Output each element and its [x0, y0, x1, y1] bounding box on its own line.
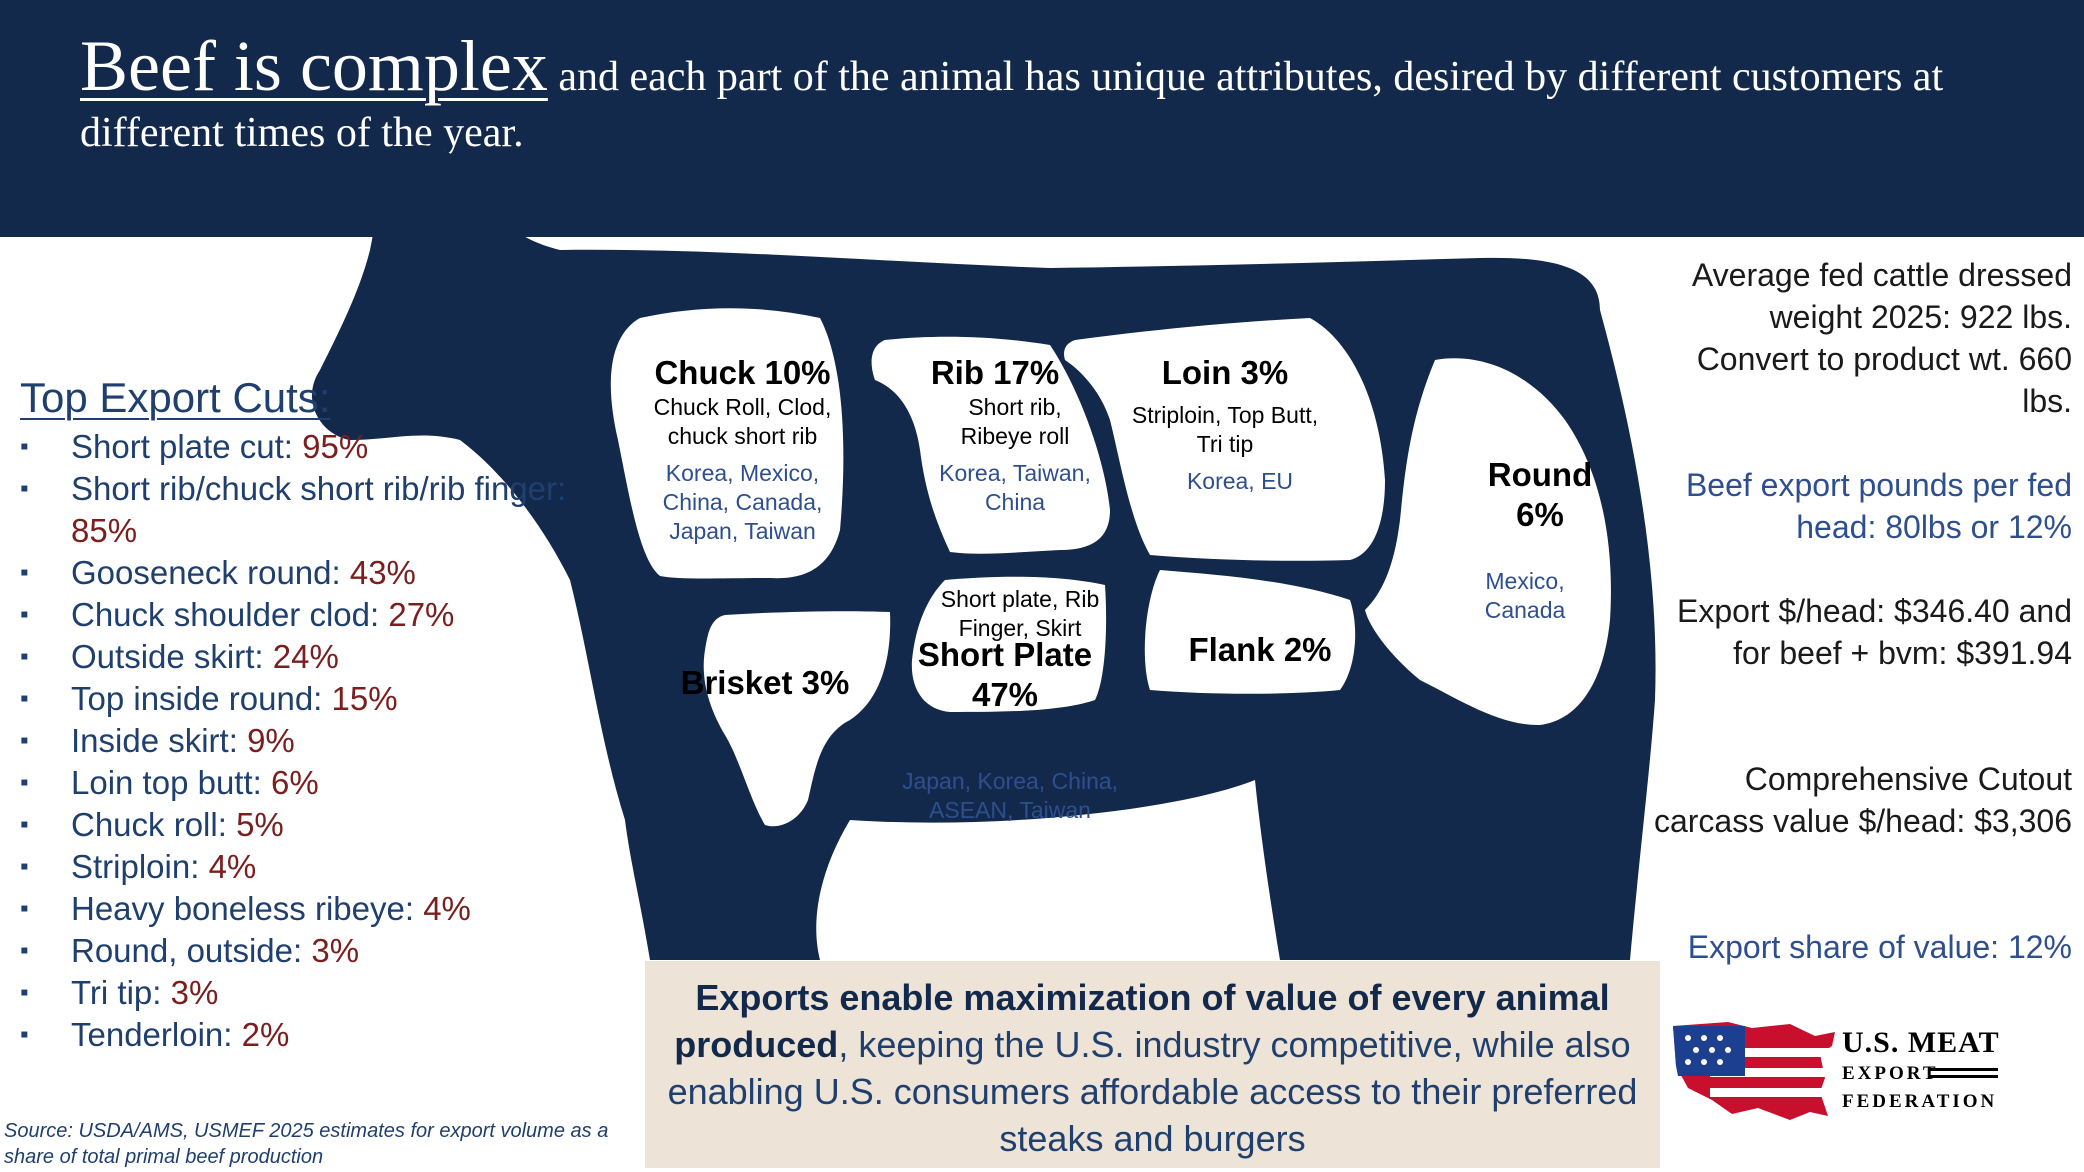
export-cut-item: Tenderloin: 2% — [20, 1014, 640, 1056]
callout-rest: , keeping the U.S. industry competitive,… — [667, 1024, 1638, 1159]
top-export-cuts-list: Short plate cut: 95%Short rib/chuck shor… — [20, 426, 640, 1056]
short-plate-name: Short Plate 47% — [917, 636, 1093, 713]
logo-line-3: FEDERATION — [1842, 1091, 1998, 1112]
export-cut-pct: 4% — [208, 848, 257, 885]
usmef-flag-map-icon — [1673, 1022, 1998, 1120]
chuck-name: Chuck 10% — [654, 354, 831, 391]
flank-label: Flank 2% — [1175, 630, 1345, 670]
export-cut-item: Tri tip: 3% — [20, 972, 640, 1014]
export-cut-item: Loin top butt: 6% — [20, 762, 640, 804]
export-cut-label: Short plate cut: — [71, 428, 303, 465]
export-cut-pct: 95% — [302, 428, 369, 465]
short-plate-markets: Japan, Korea, China, ASEAN, Taiwan — [901, 768, 1119, 823]
callout-box: Exports enable maximization of value of … — [645, 961, 1660, 1168]
export-cut-label: Top inside round: — [71, 680, 332, 717]
export-cut-item: Striploin: 4% — [20, 846, 640, 888]
chuck-label: Chuck 10% Chuck Roll, Clod, chuck short … — [640, 353, 845, 546]
brisket-region — [703, 611, 891, 827]
loin-name: Loin 3% — [1161, 354, 1289, 391]
chuck-markets: Korea, Mexico, China, Canada, Japan, Tai… — [662, 460, 823, 544]
rib-name: Rib 17% — [930, 354, 1060, 391]
loin-markets: Korea, EU — [1186, 468, 1294, 494]
round-markets: Mexico, Canada — [1484, 568, 1566, 623]
brisket-label: Brisket 3% — [675, 663, 855, 703]
export-value-stat: Export $/head: $346.40 and for beef + bv… — [1677, 593, 2072, 671]
short-plate-label: Short Plate 47% — [905, 635, 1105, 715]
header-band — [0, 0, 2084, 237]
chuck-cuts: Chuck Roll, Clod, chuck short rib — [653, 394, 832, 449]
round-label: Round 6% — [1480, 455, 1600, 535]
chuck-region — [610, 308, 844, 579]
flank-region — [1144, 570, 1356, 694]
export-cut-label: Round, outside: — [71, 932, 312, 969]
export-cut-pct: 5% — [236, 806, 284, 843]
export-cut-item: Top inside round: 15% — [20, 678, 640, 720]
export-cut-label: Chuck shoulder clod: — [71, 596, 389, 633]
export-cut-item: Heavy boneless ribeye: 4% — [20, 888, 640, 930]
loin-label: Loin 3% Striploin, Top Butt, Tri tip Kor… — [1125, 353, 1325, 496]
top-export-cuts: Top Export Cuts: Short plate cut: 95%Sho… — [20, 374, 640, 1056]
brisket-name: Brisket 3% — [680, 664, 850, 701]
round-region — [1365, 358, 1611, 726]
export-cut-item: Round, outside: 3% — [20, 930, 640, 972]
export-cut-pct: 9% — [247, 722, 295, 759]
export-cut-label: Chuck roll: — [71, 806, 237, 843]
rib-region — [871, 336, 1110, 554]
logo-line-2: EXPORT — [1842, 1063, 1939, 1084]
export-cut-label: Tenderloin: — [71, 1016, 242, 1053]
export-cut-item: Short plate cut: 95% — [20, 426, 640, 468]
rib-cuts: Short rib, Ribeye roll — [960, 394, 1070, 449]
callout-bold: Exports enable maximization of value of … — [674, 977, 1610, 1065]
export-cut-label: Striploin: — [71, 848, 209, 885]
usmef-logo-text: U.S. MEAT EXPORT FEDERATION — [1842, 1026, 2000, 1116]
export-share-stat: Export share of value: 12% — [1687, 929, 2072, 965]
title-rest: and each part of the animal has unique a… — [80, 54, 1944, 156]
export-cut-pct: 4% — [423, 890, 471, 927]
export-pounds-stat: Beef export pounds per fed head: 80lbs o… — [1685, 467, 2072, 545]
top-export-cuts-heading: Top Export Cuts: — [20, 374, 331, 421]
loin-cuts: Striploin, Top Butt, Tri tip — [1131, 402, 1319, 457]
source-note: Source: USDA/AMS, USMEF 2025 estimates f… — [4, 1120, 609, 1168]
export-cut-pct: 85% — [71, 512, 138, 549]
export-cut-item: Outside skirt: 24% — [20, 636, 640, 678]
cutout-value-stat: Comprehensive Cutout carcass value $/hea… — [1653, 761, 2072, 839]
export-cut-pct: 43% — [349, 554, 416, 591]
export-cut-pct: 2% — [241, 1016, 290, 1053]
export-cut-label: Gooseneck round: — [71, 554, 350, 591]
export-cut-item: Short rib/chuck short rib/rib finger: 85… — [20, 468, 640, 552]
short-plate-region — [911, 576, 1107, 712]
title-emphasis: Beef is complex — [80, 26, 548, 106]
loin-region — [1064, 318, 1385, 561]
export-cut-label: Inside skirt: — [71, 722, 248, 759]
page-title: Beef is complex and each part of the ani… — [80, 30, 1980, 161]
export-cut-label: Heavy boneless ribeye: — [71, 890, 424, 927]
flag-canton — [1673, 1026, 1745, 1076]
rib-label: Rib 17% Short rib, Ribeye roll Korea, Ta… — [895, 353, 1095, 517]
export-cut-pct: 6% — [270, 764, 319, 801]
export-cut-item: Chuck shoulder clod: 27% — [20, 594, 640, 636]
export-cut-pct: 27% — [388, 596, 455, 633]
round-name: Round 6% — [1487, 456, 1593, 533]
export-cut-pct: 15% — [331, 680, 398, 717]
export-cut-pct: 3% — [170, 974, 219, 1011]
export-cut-item: Chuck roll: 5% — [20, 804, 640, 846]
export-cut-item: Inside skirt: 9% — [20, 720, 640, 762]
flank-name: Flank 2% — [1188, 631, 1332, 668]
export-cut-label: Outside skirt: — [71, 638, 273, 675]
rib-markets: Korea, Taiwan, China — [939, 460, 1091, 515]
export-cut-label: Tri tip: — [71, 974, 171, 1011]
export-cut-item: Gooseneck round: 43% — [20, 552, 640, 594]
dressed-weight-stat: Average fed cattle dressed weight 2025: … — [1691, 257, 2072, 419]
export-cut-label: Short rib/chuck short rib/rib finger: — [71, 470, 567, 507]
export-cut-label: Loin top butt: — [71, 764, 271, 801]
export-cut-pct: 24% — [272, 638, 339, 675]
export-cut-pct: 3% — [311, 932, 360, 969]
logo-line-1: U.S. MEAT — [1842, 1026, 2000, 1059]
short-plate-cuts: Short plate, Rib Finger, Skirt — [940, 586, 1100, 641]
